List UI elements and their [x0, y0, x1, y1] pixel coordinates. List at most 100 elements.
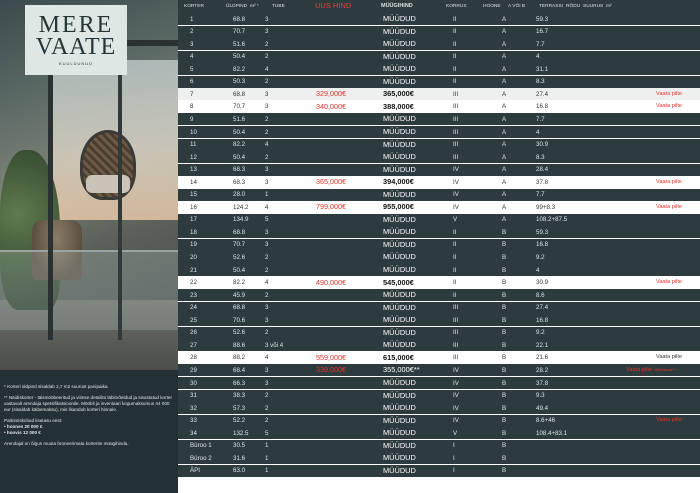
price-cell: 955,000€ [383, 202, 414, 212]
area-cell: 50.3 [233, 78, 246, 86]
header-a-voi-b: A VÕI B [508, 4, 526, 9]
floor-cell: II [453, 53, 457, 61]
floor-cell: II [453, 291, 457, 299]
view-photos-link[interactable]: Vaata pilte [656, 203, 683, 210]
price-cell: MÜÜDUD [383, 214, 416, 224]
rooms-cell: 3 [265, 103, 269, 111]
rooms-cell: 3 [265, 241, 269, 249]
area-cell: 82.2 [233, 141, 246, 149]
building-cell: B [502, 354, 507, 362]
price-cell: MÜÜDUD [383, 227, 416, 237]
view-photos-link[interactable]: Vaata pilte [656, 354, 683, 361]
building-cell: A [502, 128, 507, 136]
price-cell: MÜÜDUD [383, 327, 416, 337]
korter-cell: 18 [190, 228, 197, 236]
terrace-cell: 9.3 [536, 392, 545, 400]
price-cell: MÜÜDUD [383, 428, 416, 438]
korter-cell: 7 [190, 90, 194, 98]
korter-cell: 4 [190, 53, 194, 61]
header-hoone: HOONE [483, 4, 501, 9]
header-rodu: RÕDU [566, 4, 581, 9]
area-cell: 38.3 [233, 392, 246, 400]
table-row: 28 88.2 4 559,000€ 615,000€ III B 21.6 Vaata pil… [178, 351, 700, 364]
area-cell: 30.5 [233, 442, 246, 450]
terrace-cell: 16.8 [536, 103, 549, 111]
floor-cell: II [453, 78, 457, 86]
rooms-cell: 2 [265, 329, 269, 337]
building-cell: B [502, 467, 507, 475]
building-cell: A [502, 53, 507, 61]
building-cell: A [502, 28, 507, 36]
korter-cell: 1 [190, 15, 194, 23]
floor-cell: I [453, 454, 455, 462]
table-row: 26 52.6 2 MÜÜDUD III B 9.2 [178, 326, 700, 339]
new-price-cell: 339,000€ [316, 365, 346, 375]
korter-cell: 31 [190, 392, 197, 400]
view-photos-link[interactable]: Vaata pilte [656, 279, 683, 286]
rooms-cell: 3 [265, 366, 269, 374]
terrace-cell: 108.2+87.5 [536, 216, 568, 224]
building-cell: B [502, 404, 507, 412]
rooms-cell: 1 [265, 467, 269, 475]
rooms-cell: 3 [265, 15, 269, 23]
korter-cell: 2 [190, 28, 194, 36]
building-cell: B [502, 429, 507, 437]
building-cell: B [502, 366, 507, 374]
floor-cell: II [453, 266, 457, 274]
table-row: 6 50.3 2 MÜÜDUD II A 8.3 [178, 75, 700, 88]
view-photos-link[interactable]: Vaata pilte Näidiskorter** [626, 366, 676, 373]
header-suurus: SUURUS [583, 4, 604, 9]
building-cell: B [502, 454, 507, 462]
new-price-cell: 559,000€ [316, 352, 346, 362]
rooms-cell: 2 [265, 291, 269, 299]
korter-cell: Büroo 1 [190, 442, 212, 450]
building-cell: A [502, 216, 507, 224]
building-cell: A [502, 115, 507, 123]
price-cell: MÜÜDUD [383, 239, 416, 249]
table-row: 4 50.4 2 MÜÜDUD II A 4 [178, 50, 700, 63]
terrace-cell: 99+8.3 [536, 203, 556, 211]
table-row: 20 52.6 2 MÜÜDUD II B 9.2 [178, 251, 700, 264]
header-terrassi: TERRASSI [539, 4, 563, 9]
header-m2-terrace: m² [606, 4, 612, 9]
view-photos-link[interactable]: Vaata pilte [656, 90, 683, 97]
table-row: 7 68.8 3 329,000€ 365,000€ III A 27.4 Vaata pilt… [178, 88, 700, 101]
header-uldpind: ÜLDPIND [226, 4, 248, 9]
header-m2: m² * [250, 4, 259, 9]
view-photos-link[interactable]: Vaata pilte [656, 103, 683, 110]
rooms-cell: 1 [265, 191, 269, 199]
rooms-cell: 2 [265, 266, 269, 274]
building-cell: A [502, 65, 507, 73]
terrace-cell: 16.7 [536, 28, 549, 36]
floor-cell: I [453, 442, 455, 450]
area-cell: 50.4 [233, 266, 246, 274]
area-cell: 52.6 [233, 254, 246, 262]
floor-cell: II [453, 241, 457, 249]
korter-cell: 8 [190, 103, 194, 111]
table-row: 18 68.8 3 MÜÜDUD II B 59.3 [178, 226, 700, 239]
korter-cell: 6 [190, 78, 194, 86]
table-row: 12 50.4 2 MÜÜDUD III A 8.3 [178, 151, 700, 164]
terrace-cell: 4 [536, 128, 540, 136]
price-cell: MÜÜDUD [383, 415, 416, 425]
korter-cell: Büroo 2 [190, 454, 212, 462]
area-cell: 31.6 [233, 454, 246, 462]
view-photos-link[interactable]: Vaata pilte [656, 417, 683, 424]
area-cell: 63.0 [233, 467, 246, 475]
terrace-cell: 4 [536, 53, 540, 61]
floor-cell: III [453, 141, 459, 149]
price-cell: MÜÜDUD [383, 440, 416, 450]
view-photos-link[interactable]: Vaata pilte [656, 178, 683, 185]
note-show-apartment: ** Näidiskorter - täismööbeeritud ja vii… [4, 395, 173, 412]
table-row: 9 51.6 2 MÜÜDUD III A 7.7 [178, 113, 700, 126]
floor-cell: II [453, 15, 457, 23]
floor-cell: II [453, 228, 457, 236]
terrace-cell: 7.7 [536, 40, 545, 48]
rooms-cell: 2 [265, 417, 269, 425]
rooms-cell: 3 [265, 28, 269, 36]
korter-cell: 22 [190, 279, 197, 287]
rooms-cell: 2 [265, 254, 269, 262]
table-row: ÄPI 63.0 1 MÜÜDUD I B [178, 464, 700, 477]
area-cell: 51.6 [233, 115, 246, 123]
rooms-cell: 2 [265, 392, 269, 400]
